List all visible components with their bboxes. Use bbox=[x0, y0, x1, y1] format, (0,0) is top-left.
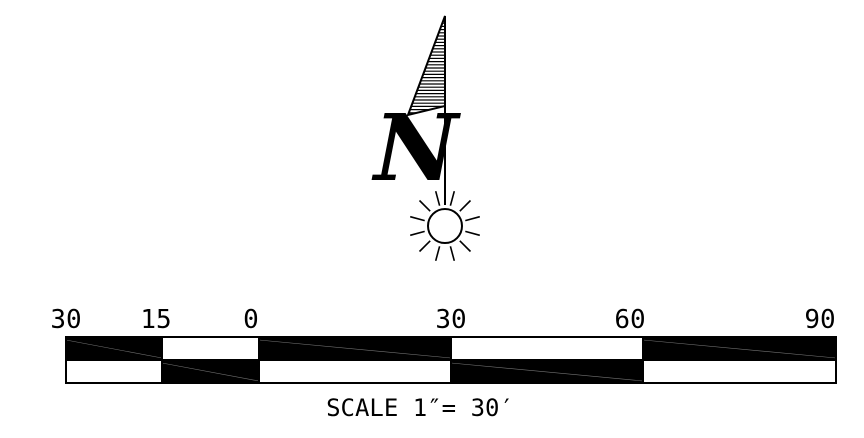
sun-ray bbox=[409, 215, 425, 222]
scale-tick-labels: 30 15 0 30 60 90 bbox=[50, 305, 835, 335]
tick-label: 0 bbox=[243, 305, 259, 335]
arrow-hatching bbox=[408, 19, 445, 114]
north-arrow-icon bbox=[406, 15, 446, 205]
scale-cell-black bbox=[259, 337, 451, 360]
tick-label: 30 bbox=[50, 305, 81, 335]
tick-label: 30 bbox=[435, 305, 466, 335]
north-letter: N bbox=[371, 94, 461, 202]
scale-cell-diagonals bbox=[65, 339, 837, 382]
scale-cell-white bbox=[259, 360, 451, 383]
sun-ray bbox=[459, 240, 472, 253]
sun-rays bbox=[409, 190, 481, 262]
sun-ray bbox=[449, 190, 456, 206]
scale-cell-black bbox=[451, 360, 643, 383]
tick-label: 15 bbox=[140, 305, 171, 335]
tick-label: 90 bbox=[804, 305, 835, 335]
tick-label: 60 bbox=[614, 305, 645, 335]
sun-icon bbox=[409, 190, 481, 262]
sun-ray bbox=[434, 190, 441, 206]
scale-bar-outline bbox=[65, 336, 837, 384]
sun-ray bbox=[418, 199, 431, 212]
sun-ray bbox=[459, 199, 472, 212]
sun-ray bbox=[449, 246, 456, 262]
scale-cell-white bbox=[451, 337, 643, 360]
sun-ray bbox=[409, 230, 425, 237]
sun-ray bbox=[418, 240, 431, 253]
scale-cell-black bbox=[162, 360, 259, 383]
scale-cell-black bbox=[66, 337, 162, 360]
scale-cell-white bbox=[643, 360, 836, 383]
sun-ray bbox=[465, 215, 481, 222]
scale-caption: SCALE 1″= 30′ bbox=[326, 394, 514, 422]
scale-cell-black bbox=[643, 337, 836, 360]
north-arrow: N bbox=[371, 15, 481, 262]
scale-cell-white bbox=[162, 337, 259, 360]
sun-ray bbox=[465, 230, 481, 237]
scale-bar: 30 15 0 30 60 90 bbox=[50, 305, 837, 422]
scale-bar-cells bbox=[66, 337, 836, 383]
sun-ray bbox=[434, 246, 441, 262]
scale-cell-white bbox=[66, 360, 162, 383]
